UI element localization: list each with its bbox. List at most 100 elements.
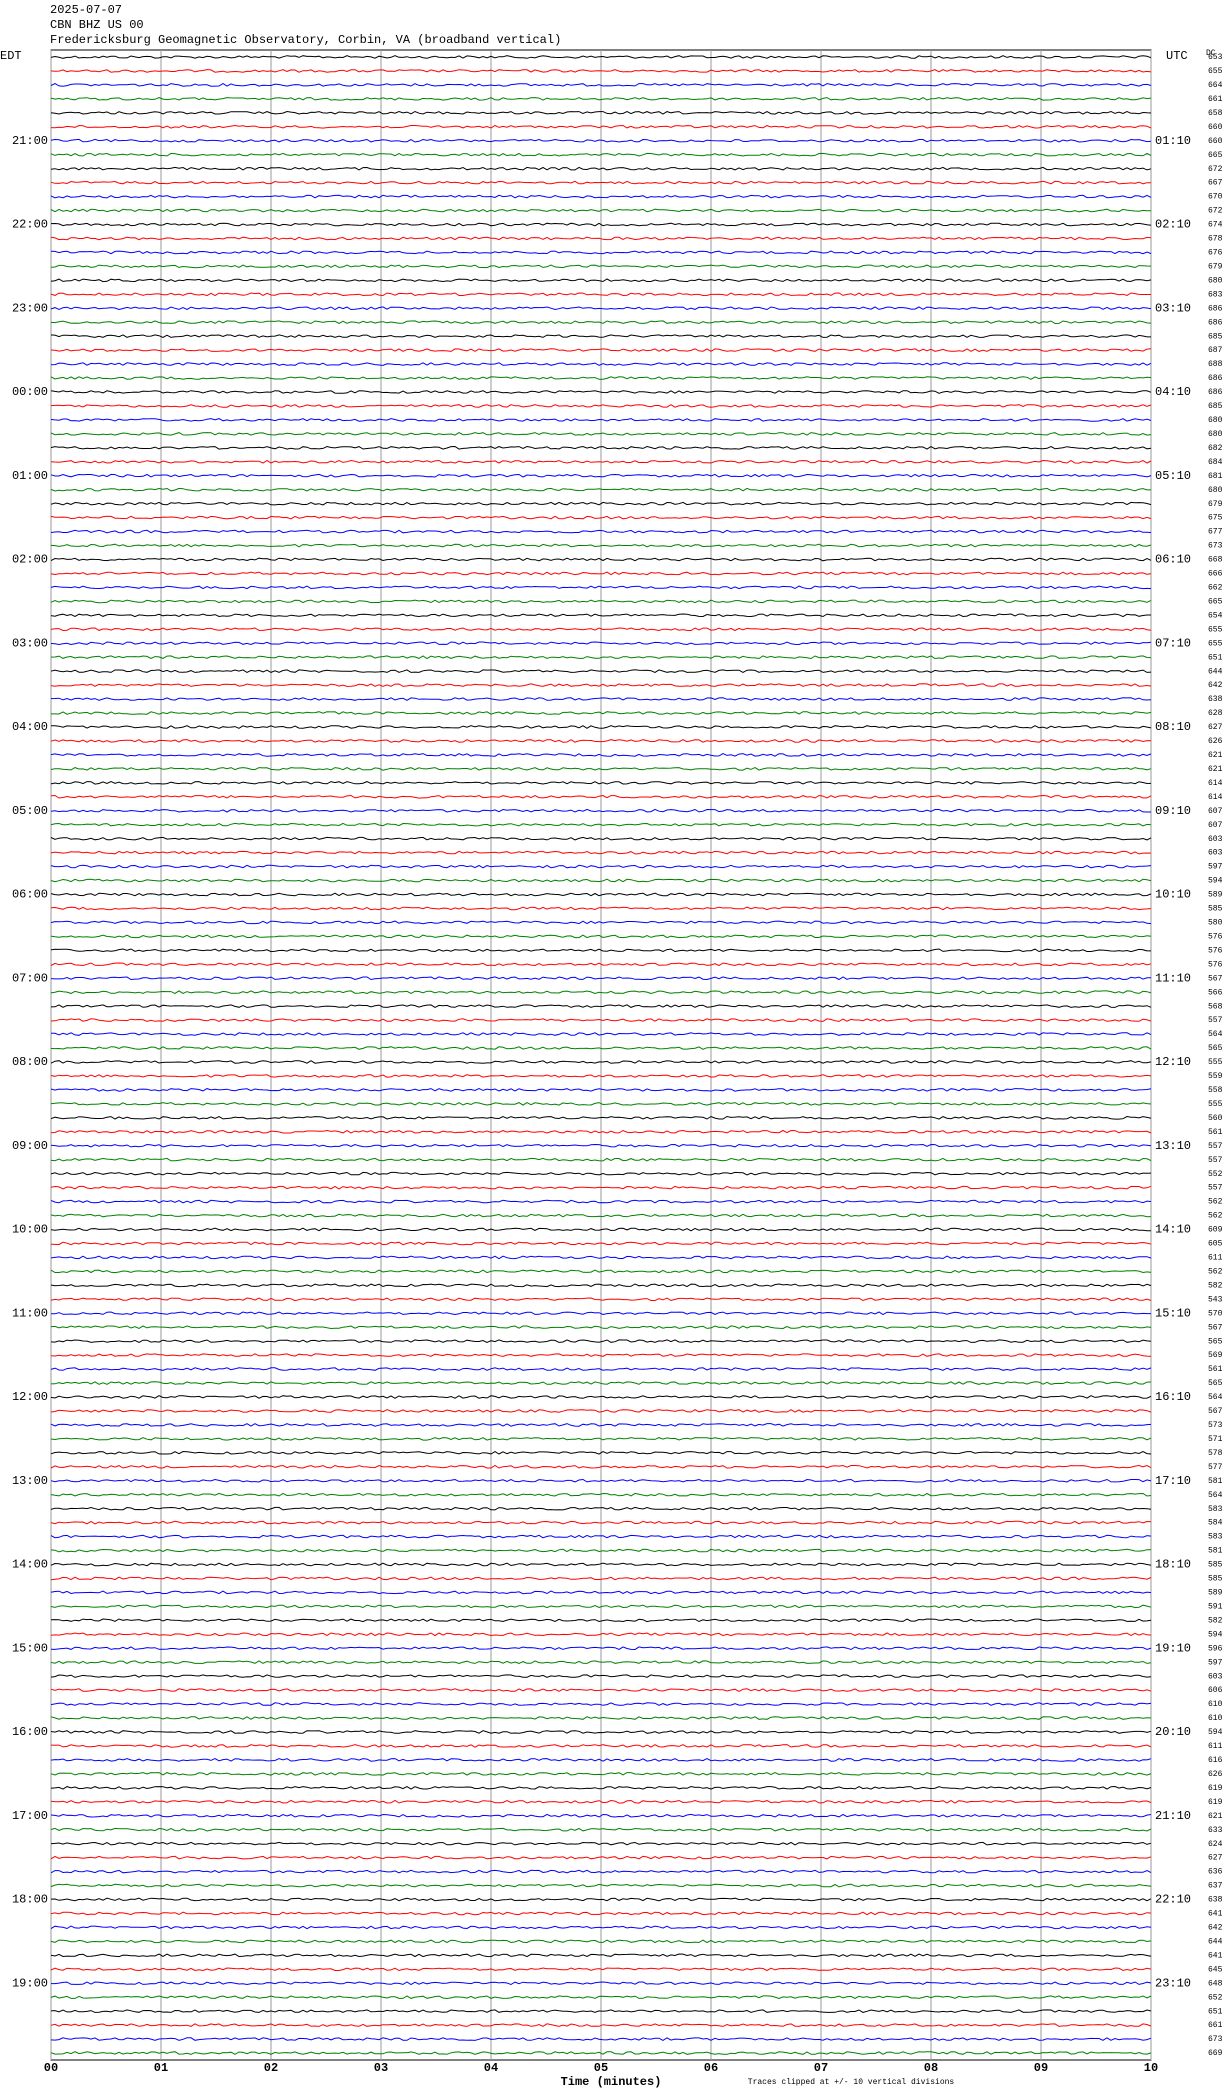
trace <box>50 250 1152 255</box>
dc-value: 578 <box>1208 1449 1223 1458</box>
trace <box>50 1437 1152 1441</box>
dc-label: DC <box>1206 49 1216 58</box>
trace <box>50 850 1152 855</box>
utc-hour-label: 09:10 <box>1155 804 1191 818</box>
dc-value: 557 <box>1208 1156 1223 1165</box>
dc-value: 566 <box>1208 988 1223 997</box>
utc-hour-label: 16:10 <box>1155 1390 1191 1404</box>
trace <box>50 613 1151 618</box>
dc-value: 619 <box>1208 1798 1223 1807</box>
edt-hour-label: 03:00 <box>12 636 48 650</box>
trace <box>50 69 1152 73</box>
dc-value: 610 <box>1208 1700 1223 1709</box>
trace <box>50 1813 1152 1818</box>
trace <box>50 1869 1152 1874</box>
x-tick-label: 10 <box>1144 2061 1158 2075</box>
dc-value: 564 <box>1208 1491 1223 1500</box>
trace <box>50 1353 1152 1357</box>
trace <box>50 920 1152 925</box>
dc-value: 591 <box>1208 1602 1223 1611</box>
trace <box>50 459 1152 464</box>
dc-value: 557 <box>1208 1016 1223 1025</box>
chart-title: Fredericksburg Geomagnetic Observatory, … <box>50 33 561 47</box>
edt-hour-label: 21:00 <box>12 134 48 148</box>
utc-hour-label: 14:10 <box>1155 1223 1191 1237</box>
x-axis-label: Time (minutes) <box>561 2075 662 2089</box>
trace <box>50 1632 1152 1637</box>
edt-hour-label: 10:00 <box>12 1223 48 1237</box>
trace <box>50 1395 1152 1399</box>
dc-value: 624 <box>1208 1840 1223 1849</box>
trace <box>50 55 1152 59</box>
dc-value: 627 <box>1208 723 1223 732</box>
trace <box>50 1590 1152 1595</box>
x-tick-label: 04 <box>484 2061 498 2075</box>
trace <box>50 1450 1152 1455</box>
trace <box>50 236 1152 241</box>
x-tick-label: 05 <box>594 2061 608 2075</box>
dc-value: 680 <box>1208 486 1223 495</box>
date: 2025-07-07 <box>50 3 122 17</box>
trace <box>50 515 1152 520</box>
trace <box>50 1115 1152 1120</box>
utc-hour-label: 20:10 <box>1155 1725 1191 1739</box>
dc-value: 627 <box>1208 1854 1223 1863</box>
trace <box>50 1604 1152 1609</box>
dc-value: 614 <box>1208 793 1223 802</box>
trace <box>50 1674 1152 1678</box>
trace <box>50 320 1152 325</box>
trace <box>50 180 1152 185</box>
dc-value: 597 <box>1208 1658 1223 1667</box>
dc-value: 665 <box>1208 597 1223 606</box>
dc-value: 670 <box>1208 193 1223 202</box>
trace <box>50 641 1152 646</box>
edt-hour-label: 23:00 <box>12 301 48 315</box>
dc-value: 644 <box>1208 1937 1223 1946</box>
dc-value: 555 <box>1208 1100 1223 1109</box>
trace <box>50 1227 1152 1232</box>
left-zone: EDT <box>0 49 22 63</box>
dc-value: 571 <box>1208 1435 1223 1444</box>
dc-value: 673 <box>1208 542 1223 551</box>
trace <box>50 1102 1152 1106</box>
trace <box>50 1157 1152 1162</box>
trace <box>50 208 1152 213</box>
dc-value: 651 <box>1208 2007 1223 2016</box>
utc-hour-label: 07:10 <box>1155 636 1191 650</box>
trace <box>50 2023 1152 2027</box>
utc-hour-label: 18:10 <box>1155 1558 1191 1572</box>
dc-value: 675 <box>1208 514 1223 523</box>
edt-hour-label: 13:00 <box>12 1474 48 1488</box>
trace <box>50 376 1152 380</box>
dc-value: 568 <box>1208 1002 1223 1011</box>
trace <box>50 264 1152 269</box>
dc-value: 616 <box>1208 1756 1223 1765</box>
dc-value: 668 <box>1208 556 1223 565</box>
trace <box>50 222 1152 227</box>
trace <box>50 445 1152 450</box>
dc-value: 645 <box>1208 1965 1223 1974</box>
dc-value: 680 <box>1208 276 1223 285</box>
utc-hour-label: 06:10 <box>1155 553 1191 567</box>
trace <box>50 362 1152 366</box>
dc-value: 686 <box>1208 304 1223 313</box>
utc-hour-label: 12:10 <box>1155 1055 1191 1069</box>
x-tick-label: 00 <box>44 2061 58 2075</box>
trace <box>50 1297 1152 1302</box>
dc-value: 605 <box>1208 1240 1223 1249</box>
trace <box>50 152 1152 157</box>
dc-value: 676 <box>1208 249 1223 258</box>
trace <box>50 1004 1152 1008</box>
trace <box>50 1688 1152 1692</box>
dc-value: 619 <box>1208 1784 1223 1793</box>
trace <box>50 1018 1152 1022</box>
edt-hour-label: 22:00 <box>12 218 48 232</box>
dc-value: 596 <box>1208 1644 1223 1653</box>
dc-value: 628 <box>1208 709 1223 718</box>
note: Traces clipped at +/- 10 vertical divisi… <box>748 2078 955 2087</box>
trace <box>50 1199 1152 1204</box>
trace <box>50 1269 1152 1274</box>
edt-hour-label: 09:00 <box>12 1139 48 1153</box>
dc-value: 653 <box>1208 53 1223 62</box>
trace <box>50 1716 1152 1720</box>
